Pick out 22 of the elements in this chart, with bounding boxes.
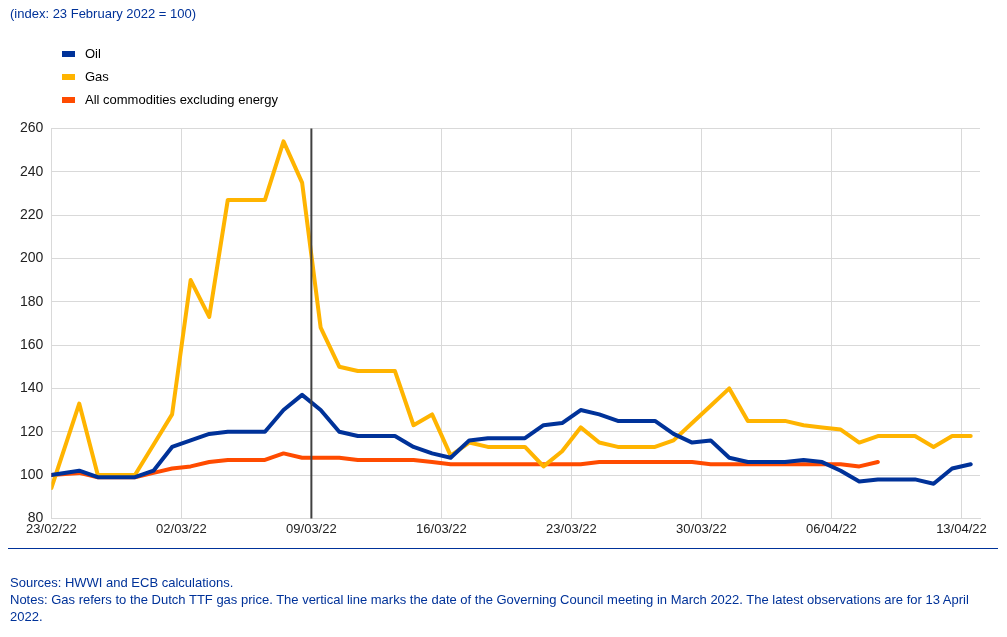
y-tick-label: 260 — [20, 119, 44, 136]
x-tick-label: 13/04/22 — [936, 520, 987, 536]
source-note: Sources: HWWI and ECB calculations. — [10, 574, 235, 591]
y-tick-label: 240 — [20, 162, 44, 179]
x-tick-label: 02/03/22 — [156, 520, 207, 536]
text: Notes: Gas refers to the Dutch TTF gas price. The vertical line marks the date of the Governing Council meeting in March 2022. The latest observations are for 13 April 2022. — [10, 591, 970, 625]
x-tick-label: 16/03/22 — [416, 520, 467, 536]
legend-label: Oil — [85, 46, 101, 61]
y-tick-label: 100 — [20, 465, 44, 482]
y-tick-label: 140 — [20, 379, 44, 396]
chart-subtitle: (index: 23 February 2022 = 100) — [10, 6, 197, 21]
y-tick-label: 220 — [20, 205, 44, 222]
y-tick-label: 120 — [20, 422, 44, 439]
y-tick-label: 180 — [20, 292, 44, 309]
y-tick-label: 160 — [20, 335, 44, 352]
x-tick-label: 06/04/22 — [806, 520, 857, 536]
legend-label: Gas — [85, 69, 109, 84]
x-tick-label: 09/03/22 — [286, 520, 337, 536]
x-tick-label: 23/03/22 — [546, 520, 597, 536]
x-tick-label: 30/03/22 — [676, 520, 727, 536]
y-tick-label: 200 — [20, 249, 44, 266]
legend-label: All commodities excluding energy — [85, 92, 278, 107]
